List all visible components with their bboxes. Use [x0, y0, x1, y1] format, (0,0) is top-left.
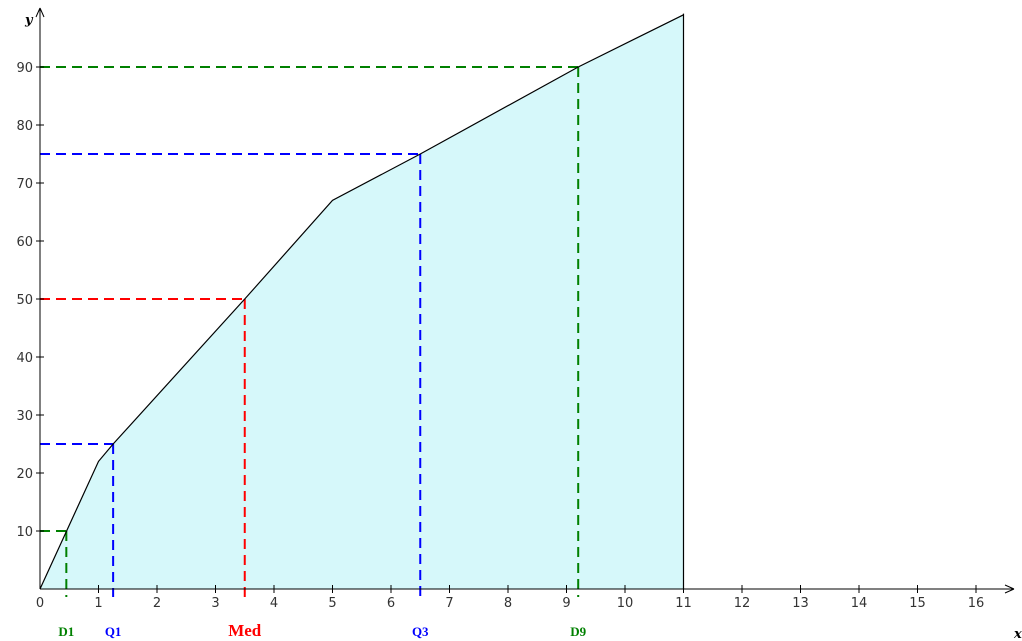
x-tick-label: 12	[734, 596, 751, 611]
curve-layer	[39, 13, 685, 590]
q1-label: Q1	[105, 624, 122, 639]
y-tick-label: 30	[16, 409, 33, 424]
x-tick-label: 4	[270, 596, 278, 611]
x-tick-label: 13	[792, 596, 809, 611]
quantile-labels: D1 Q1 Med Q3 D9	[58, 621, 586, 640]
y-tick-label: 20	[16, 467, 33, 482]
area-layer	[40, 14, 684, 590]
area-fill	[40, 14, 684, 590]
y-tick-label: 70	[16, 177, 33, 192]
y-tick-label: 60	[16, 235, 33, 250]
x-tick-label: 5	[328, 596, 336, 611]
y-tick-label: 90	[16, 61, 33, 76]
y-tick-label: 80	[16, 119, 33, 134]
x-tick-label: 14	[851, 596, 868, 611]
x-tick-label: 16	[968, 596, 985, 611]
x-tick-label: 9	[562, 596, 570, 611]
x-tick-label: 3	[211, 596, 219, 611]
x-tick-label: 6	[387, 596, 395, 611]
axes	[35, 7, 1015, 594]
med-label: Med	[228, 621, 262, 640]
x-tick-label: 1	[94, 596, 102, 611]
y-tick-label: 10	[16, 525, 33, 540]
y-tick-label: 40	[16, 351, 33, 366]
tick-labels: 0 1 2 3 4 5 6 7 8 9 10 11 12 13 14 15 161020304050607080…	[16, 61, 984, 611]
x-tick-label: 0	[36, 596, 44, 611]
x-tick-label: 10	[617, 596, 634, 611]
d9-label: D9	[570, 624, 586, 639]
q3-label: Q3	[412, 624, 429, 639]
d1-label: D1	[58, 624, 74, 639]
x-tick-label: 2	[153, 596, 161, 611]
x-tick-label: 7	[445, 596, 453, 611]
cumulative-curve	[39, 14, 684, 590]
y-axis-label: y	[24, 13, 34, 28]
x-tick-label: 11	[675, 596, 692, 611]
x-tick-label: 8	[504, 596, 512, 611]
quantile-guides	[40, 66, 580, 597]
y-axis-arrow	[35, 7, 45, 18]
x-axis-arrow	[1004, 584, 1015, 594]
y-tick-label: 50	[16, 293, 33, 308]
x-axis-label: x	[1013, 627, 1022, 641]
x-tick-label: 15	[909, 596, 926, 611]
